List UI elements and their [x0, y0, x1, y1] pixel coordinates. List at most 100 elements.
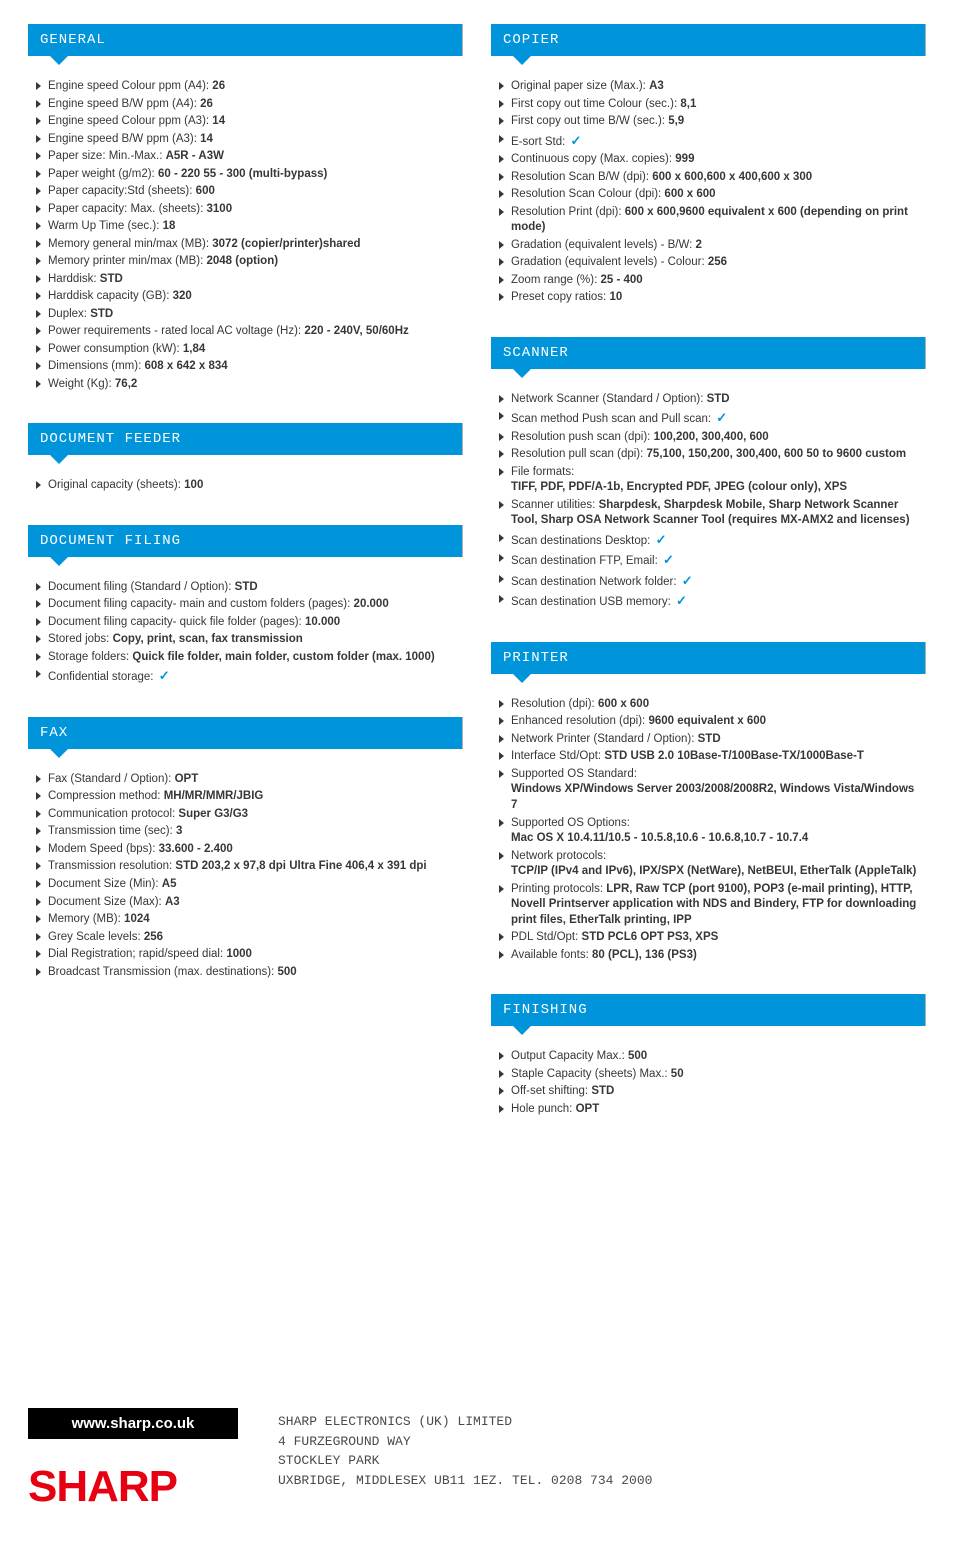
check-icon: ✓ [654, 531, 667, 549]
spec-value: TIFF, PDF, PDF/A-1b, Encrypted PDF, JPEG… [511, 481, 847, 493]
spec-item: Resolution Print (dpi): 600 x 600,9600 e… [499, 204, 918, 237]
spec-label: First copy out time Colour (sec.): [511, 98, 677, 110]
spec-value: 220 - 240V, 50/60Hz [304, 325, 408, 337]
spec-item: Duplex: STD [36, 306, 455, 324]
spec-label: Supported OS Standard: [511, 768, 637, 780]
spec-value: TCP/IP (IPv4 and IPv6), IPX/SPX (NetWare… [511, 865, 916, 877]
spec-value: 14 [212, 115, 225, 127]
spec-item: Memory general min/max (MB): 3072 (copie… [36, 236, 455, 254]
spec-item: Supported OS Standard:Windows XP/Windows… [499, 766, 918, 815]
spec-item: Staple Capacity (sheets) Max.: 50 [499, 1066, 918, 1084]
spec-item: Scanner utilities: Sharpdesk, Sharpdesk … [499, 497, 918, 530]
spec-item: Harddisk capacity (GB): 320 [36, 288, 455, 306]
spec-label: Zoom range (%): [511, 274, 597, 286]
spec-label: PDL Std/Opt: [511, 931, 578, 943]
spec-item: Power requirements - rated local AC volt… [36, 323, 455, 341]
spec-value: A3 [165, 896, 180, 908]
spec-label: Document filing (Standard / Option): [48, 581, 231, 593]
spec-value: STD [591, 1085, 614, 1097]
spec-value: 600 [196, 185, 215, 197]
spec-label: Resolution (dpi): [511, 698, 595, 710]
section-header: FINISHING [491, 994, 926, 1026]
check-icon: ✓ [157, 667, 170, 685]
spec-item: Stored jobs: Copy, print, scan, fax tran… [36, 631, 455, 649]
spec-item: Scan destination Network folder: ✓ [499, 571, 918, 592]
spec-item: Network protocols:TCP/IP (IPv4 and IPv6)… [499, 848, 918, 881]
check-icon: ✓ [714, 409, 727, 427]
spec-item: Scan destination USB memory: ✓ [499, 591, 918, 612]
section-header: COPIER [491, 24, 926, 56]
spec-item: Document Size (Min): A5 [36, 876, 455, 894]
spec-label: Storage folders: [48, 651, 129, 663]
spec-item: First copy out time Colour (sec.): 8,1 [499, 96, 918, 114]
footer-address: SHARP ELECTRONICS (UK) LIMITED 4 FURZEGR… [278, 1408, 652, 1490]
spec-label: Engine speed B/W ppm (A3): [48, 133, 197, 145]
spec-value: OPT [576, 1103, 600, 1115]
spec-label: Stored jobs: [48, 633, 109, 645]
spec-list: Fax (Standard / Option): OPTCompression … [28, 749, 463, 985]
spec-item: Warm Up Time (sec.): 18 [36, 218, 455, 236]
spec-label: Harddisk: [48, 273, 97, 285]
spec-item: Engine speed B/W ppm (A3): 14 [36, 131, 455, 149]
spec-value: 18 [163, 220, 176, 232]
spec-item: Paper size: Min.-Max.: A5R - A3W [36, 148, 455, 166]
spec-label: Original capacity (sheets): [48, 479, 181, 491]
spec-value: 33.600 - 2.400 [159, 843, 233, 855]
section-header: PRINTER [491, 642, 926, 674]
spec-value: 3100 [207, 203, 233, 215]
spec-label: Available fonts: [511, 949, 589, 961]
spec-item: Off-set shifting: STD [499, 1083, 918, 1101]
spec-item: Gradation (equivalent levels) - Colour: … [499, 254, 918, 272]
spec-label: Continuous copy (Max. copies): [511, 153, 672, 165]
spec-item: Paper capacity:Std (sheets): 600 [36, 183, 455, 201]
spec-item: Preset copy ratios: 10 [499, 289, 918, 307]
spec-label: Dimensions (mm): [48, 360, 141, 372]
spec-label: Network Printer (Standard / Option): [511, 733, 694, 745]
spec-label: Modem Speed (bps): [48, 843, 155, 855]
spec-label: Original paper size (Max.): [511, 80, 646, 92]
spec-value: Quick file folder, main folder, custom f… [132, 651, 434, 663]
section-header: DOCUMENT FEEDER [28, 423, 463, 455]
footer: www.sharp.co.uk SHARP SHARP ELECTRONICS … [0, 1408, 954, 1549]
spec-value: 999 [675, 153, 694, 165]
spec-item: File formats:TIFF, PDF, PDF/A-1b, Encryp… [499, 464, 918, 497]
spec-value: 3 [176, 825, 182, 837]
spec-item: Network Scanner (Standard / Option): STD [499, 391, 918, 409]
spec-label: Hole punch: [511, 1103, 572, 1115]
spec-item: Zoom range (%): 25 - 400 [499, 272, 918, 290]
spec-label: Document Size (Max): [48, 896, 162, 908]
spec-item: Scan destinations Desktop: ✓ [499, 530, 918, 551]
spec-item: Fax (Standard / Option): OPT [36, 771, 455, 789]
spec-value: 76,2 [115, 378, 137, 390]
spec-value: STD [698, 733, 721, 745]
spec-value: 20.000 [354, 598, 389, 610]
spec-value: STD 203,2 x 97,8 dpi Ultra Fine 406,4 x … [175, 860, 426, 872]
spec-value: STD [100, 273, 123, 285]
spec-value: 75,100, 150,200, 300,400, 600 50 to 9600… [647, 448, 907, 460]
spec-label: Power consumption (kW): [48, 343, 180, 355]
spec-label: Paper capacity:Std (sheets): [48, 185, 192, 197]
spec-item: Output Capacity Max.: 500 [499, 1048, 918, 1066]
spec-label: Gradation (equivalent levels) - B/W: [511, 239, 692, 251]
spec-item: Dial Registration; rapid/speed dial: 100… [36, 946, 455, 964]
spec-label: Printing protocols: [511, 883, 603, 895]
spec-label: Scan destinations Desktop: [511, 535, 650, 547]
spec-item: PDL Std/Opt: STD PCL6 OPT PS3, XPS [499, 929, 918, 947]
spec-label: Memory printer min/max (MB): [48, 255, 203, 267]
spec-item: Document filing (Standard / Option): STD [36, 579, 455, 597]
spec-item: Gradation (equivalent levels) - B/W: 2 [499, 237, 918, 255]
spec-list: Resolution (dpi): 600 x 600Enhanced reso… [491, 674, 926, 968]
spec-item: Document Size (Max): A3 [36, 894, 455, 912]
spec-value: A3 [649, 80, 664, 92]
spec-section: FINISHINGOutput Capacity Max.: 500Staple… [491, 994, 926, 1122]
spec-label: Document filing capacity- main and custo… [48, 598, 350, 610]
spec-list: Output Capacity Max.: 500Staple Capacity… [491, 1026, 926, 1122]
spec-value: 608 x 642 x 834 [145, 360, 228, 372]
spec-label: Scan destination FTP, Email: [511, 555, 658, 567]
check-icon: ✓ [569, 132, 582, 150]
spec-item: Document filing capacity- main and custo… [36, 596, 455, 614]
spec-label: Network Scanner (Standard / Option): [511, 393, 703, 405]
spec-value: 50 [671, 1068, 684, 1080]
spec-label: Resolution push scan (dpi): [511, 431, 650, 443]
spec-item: Grey Scale levels: 256 [36, 929, 455, 947]
